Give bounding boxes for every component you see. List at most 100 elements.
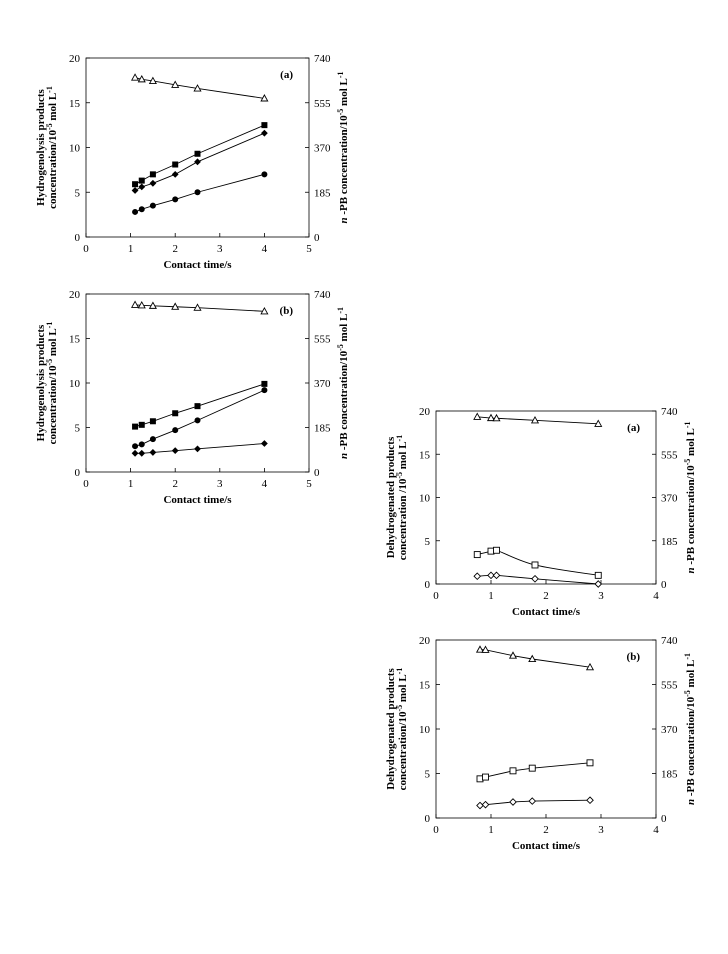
y2-axis-title: n -PB concentration/10-5 mol L-1 <box>683 421 698 573</box>
x-tick-label: 1 <box>128 478 134 490</box>
y-axis-title: Hydrogenolysis productsconcentration/10-… <box>35 86 59 209</box>
y-tick-label: 5 <box>425 536 431 548</box>
y2-tick-label: 370 <box>314 378 331 390</box>
data-point <box>149 436 156 443</box>
y-axis-title-exponent: -5 <box>395 705 404 712</box>
x-tick-label: 2 <box>172 478 178 490</box>
data-point <box>586 796 594 805</box>
y-axis-title-line1: Hydrogenolysis products <box>35 88 47 205</box>
series-4 <box>132 171 268 215</box>
data-point <box>492 571 501 580</box>
y-tick-label: 0 <box>425 579 431 591</box>
y-axis-title-unit-exponent: -1 <box>45 86 54 93</box>
y-axis-title-exponent: -5 <box>45 123 54 130</box>
y-axis-title-exponent: -5 <box>395 472 404 479</box>
series-2 <box>473 546 602 579</box>
y2-tick-label: 740 <box>314 289 331 301</box>
data-point <box>531 561 539 569</box>
series-2 <box>476 759 594 783</box>
data-point <box>594 419 603 427</box>
data-point <box>138 449 146 457</box>
series-1 <box>473 412 603 427</box>
x-tick-label: 5 <box>306 243 312 255</box>
data-point <box>132 423 139 430</box>
data-point <box>171 170 179 178</box>
y2-tick-label: 185 <box>314 423 331 435</box>
x-tick-label: 2 <box>172 243 178 255</box>
data-point <box>509 767 517 775</box>
data-point <box>509 798 517 806</box>
y2-axis-title: n -PB concentration/10-5 mol L-1 <box>683 653 698 805</box>
y-tick-label: 10 <box>69 378 81 390</box>
y-tick-label: 10 <box>69 143 81 155</box>
y2-tick-label: 740 <box>661 635 678 647</box>
y2-axis-title-italic: n <box>338 217 350 223</box>
data-point <box>171 447 179 455</box>
x-tick-label: 2 <box>543 824 549 836</box>
y2-axis-title-unit-exponent: -1 <box>336 71 345 78</box>
y2-tick-label: 555 <box>661 680 678 692</box>
panel-label: (a) <box>280 69 293 81</box>
y2-axis-title-unit: mol L <box>338 78 350 109</box>
series-1 <box>130 300 269 315</box>
y-axis-title-line1: Dehydrogenated products <box>385 436 397 558</box>
data-point <box>138 441 145 448</box>
y-axis-title-exponent: -5 <box>45 359 54 366</box>
data-point <box>137 300 146 309</box>
data-point <box>148 301 157 309</box>
y2-axis-title-italic: n <box>685 567 697 573</box>
data-point <box>260 94 269 102</box>
y2-axis-title-exponent: -5 <box>683 690 692 697</box>
x-axis-title: Contact time/s <box>512 840 581 852</box>
data-point <box>492 413 501 422</box>
y2-axis-title-text: -PB concentration/10 <box>685 696 697 799</box>
y2-axis-title-unit-exponent: -1 <box>683 653 692 660</box>
y2-axis-title-italic: n <box>338 453 350 459</box>
data-point <box>531 574 539 583</box>
data-point <box>530 416 540 424</box>
data-point <box>137 74 146 83</box>
x-tick-label: 3 <box>217 478 223 490</box>
data-point <box>193 84 202 92</box>
x-tick-label: 4 <box>262 243 268 255</box>
y2-tick-label: 0 <box>314 232 320 244</box>
y-axis-title-line2: concentration /10 <box>397 478 409 560</box>
data-point <box>493 546 500 554</box>
series-2 <box>132 122 268 188</box>
data-point <box>261 171 268 178</box>
y-axis-title-line2: concentration/10 <box>47 130 59 209</box>
data-point <box>476 801 484 810</box>
y2-tick-label: 185 <box>661 769 678 781</box>
panel-label: (a) <box>627 422 640 434</box>
x-tick-label: 2 <box>543 590 549 602</box>
y-axis-title-unit: mol L <box>47 328 59 359</box>
data-point <box>138 177 145 184</box>
x-axis-title: Contact time/s <box>163 259 232 271</box>
series-3 <box>131 129 268 194</box>
data-point <box>194 150 201 157</box>
y2-tick-label: 555 <box>314 334 331 346</box>
data-point <box>261 122 268 129</box>
y-tick-label: 5 <box>425 769 431 781</box>
series-3 <box>132 387 268 450</box>
y2-tick-label: 555 <box>314 98 331 110</box>
y-tick-label: 15 <box>69 334 81 346</box>
y-axis-title-unit-exponent: -1 <box>395 668 404 675</box>
data-point <box>171 302 180 310</box>
y2-tick-label: 0 <box>661 579 667 591</box>
data-point <box>260 306 269 315</box>
data-point <box>475 645 485 653</box>
y2-tick-label: 370 <box>314 143 331 155</box>
series-3 <box>473 571 603 588</box>
x-tick-label: 1 <box>128 243 134 255</box>
y2-tick-label: 555 <box>661 449 678 461</box>
y-axis-title: Dehydrogenated productsconcentration/10-… <box>385 668 409 791</box>
y-tick-label: 20 <box>69 289 81 301</box>
data-point <box>261 387 268 394</box>
y2-tick-label: 740 <box>661 406 678 418</box>
data-point <box>132 208 139 215</box>
y2-tick-label: 0 <box>661 813 667 825</box>
